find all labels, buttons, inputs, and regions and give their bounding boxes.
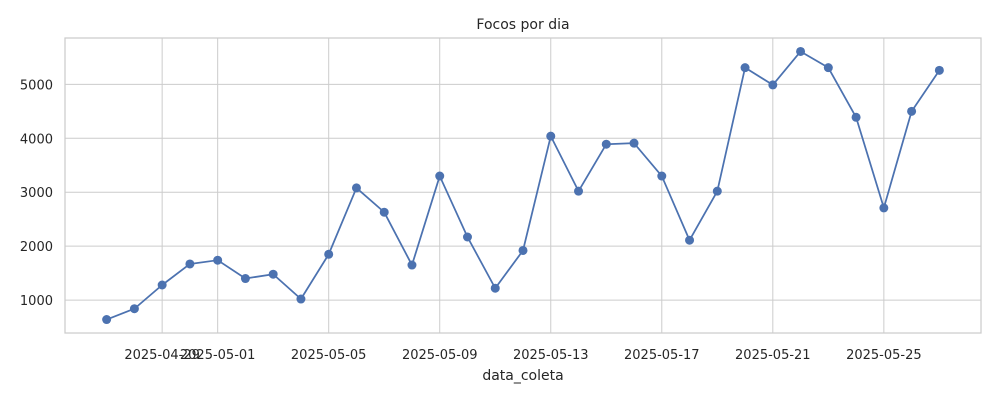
data-point xyxy=(518,245,528,255)
data-point xyxy=(934,65,944,75)
x-tick-label: 2025-05-01 xyxy=(180,348,256,363)
tick-labels: 1000 2000 3000 4000 5000 2025-04-292025-05-01… xyxy=(20,78,922,363)
plot-frame xyxy=(64,37,982,334)
data-point xyxy=(712,186,722,196)
data-point xyxy=(185,259,195,269)
data-point xyxy=(657,171,667,181)
data-point xyxy=(102,315,112,325)
data-point xyxy=(574,186,584,196)
data-point xyxy=(296,294,306,304)
grid xyxy=(65,38,981,333)
data-point xyxy=(629,138,639,148)
y-tick-label: 5000 xyxy=(20,78,53,93)
x-tick-label: 2025-05-21 xyxy=(735,348,811,363)
chart-title: Focos por dia xyxy=(476,17,569,33)
data-point xyxy=(851,112,861,122)
data-point xyxy=(407,260,417,270)
series-line xyxy=(106,50,941,321)
data-point xyxy=(796,46,806,56)
data-point xyxy=(129,304,139,314)
data-point xyxy=(879,203,889,213)
x-tick-label: 2025-05-17 xyxy=(624,348,700,363)
x-tick-label: 2025-04-29 xyxy=(124,348,200,363)
y-tick-label: 3000 xyxy=(20,186,53,201)
x-tick-label: 2025-05-25 xyxy=(846,348,922,363)
data-point xyxy=(157,280,167,290)
data-point xyxy=(435,171,445,181)
data-point xyxy=(740,63,750,73)
x-tick-label: 2025-05-13 xyxy=(513,348,589,363)
data-point xyxy=(601,139,611,149)
data-point xyxy=(268,269,278,279)
data-point xyxy=(462,232,472,242)
data-point xyxy=(213,255,223,265)
x-axis-label: data_coleta xyxy=(482,368,563,384)
data-point xyxy=(768,80,778,90)
data-point xyxy=(379,207,389,217)
data-point xyxy=(907,106,917,116)
data-point xyxy=(324,249,334,259)
data-point xyxy=(546,131,556,141)
data-point xyxy=(685,235,695,245)
x-tick-label: 2025-05-09 xyxy=(402,348,478,363)
data-point xyxy=(240,274,250,284)
data-point xyxy=(351,183,361,193)
data-point xyxy=(490,283,500,293)
x-tick-label: 2025-05-05 xyxy=(291,348,367,363)
y-tick-label: 1000 xyxy=(20,294,53,309)
data-point xyxy=(823,63,833,73)
y-tick-label: 4000 xyxy=(20,132,53,147)
series-layer xyxy=(102,46,944,325)
y-tick-label: 2000 xyxy=(20,240,53,255)
